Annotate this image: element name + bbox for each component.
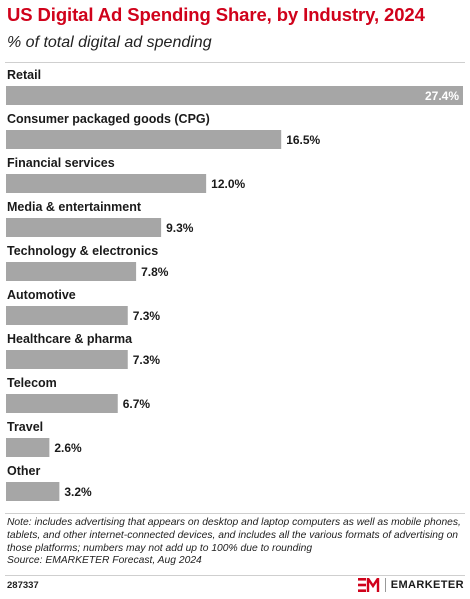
value-label: 2.6% [54, 441, 82, 455]
bar [6, 218, 162, 237]
category-label: Healthcare & pharma [7, 332, 133, 346]
chart-subtitle: % of total digital ad spending [7, 34, 212, 51]
value-label: 6.7% [123, 397, 151, 411]
bar [6, 130, 282, 149]
category-label: Consumer packaged goods (CPG) [7, 112, 210, 126]
category-label: Media & entertainment [7, 200, 142, 214]
category-label: Other [7, 464, 40, 478]
value-label: 7.8% [141, 265, 169, 279]
source-text: Source: EMARKETER Forecast, Aug 2024 [7, 555, 202, 567]
value-label: 12.0% [211, 177, 245, 191]
category-label: Telecom [7, 376, 57, 390]
bar [6, 306, 128, 325]
chart-title: US Digital Ad Spending Share, by Industr… [7, 4, 425, 25]
category-label: Financial services [7, 156, 115, 170]
logo-separator [384, 578, 386, 592]
bar [6, 394, 118, 413]
bar-chart: Retail 27.4% Consumer packaged goods (CPG)… [6, 68, 463, 501]
value-label: 9.3% [166, 221, 194, 235]
bar [6, 174, 207, 193]
brand-logo: EMARKETER [357, 578, 464, 592]
value-label: 27.4% [425, 89, 459, 103]
category-label: Automotive [7, 288, 76, 302]
value-label: 3.2% [64, 485, 92, 499]
footer-divider [5, 575, 465, 576]
bar [6, 482, 60, 501]
bar [6, 86, 463, 105]
chart-notes: Note: includes advertising that appears … [7, 517, 465, 568]
bar [6, 438, 50, 457]
note-text: Note: includes advertising that appears … [7, 517, 461, 554]
category-label: Travel [7, 420, 43, 434]
notes-divider [5, 513, 465, 514]
bar [6, 262, 137, 281]
category-label: Retail [7, 68, 41, 82]
em-logo-icon [357, 578, 379, 592]
value-label: 16.5% [286, 133, 320, 147]
value-label: 7.3% [133, 309, 161, 323]
top-divider [5, 62, 465, 63]
chart-id: 287337 [7, 580, 39, 591]
bar [6, 350, 128, 369]
category-label: Technology & electronics [7, 244, 158, 258]
brand-name: EMARKETER [390, 579, 464, 591]
value-label: 7.3% [133, 353, 161, 367]
